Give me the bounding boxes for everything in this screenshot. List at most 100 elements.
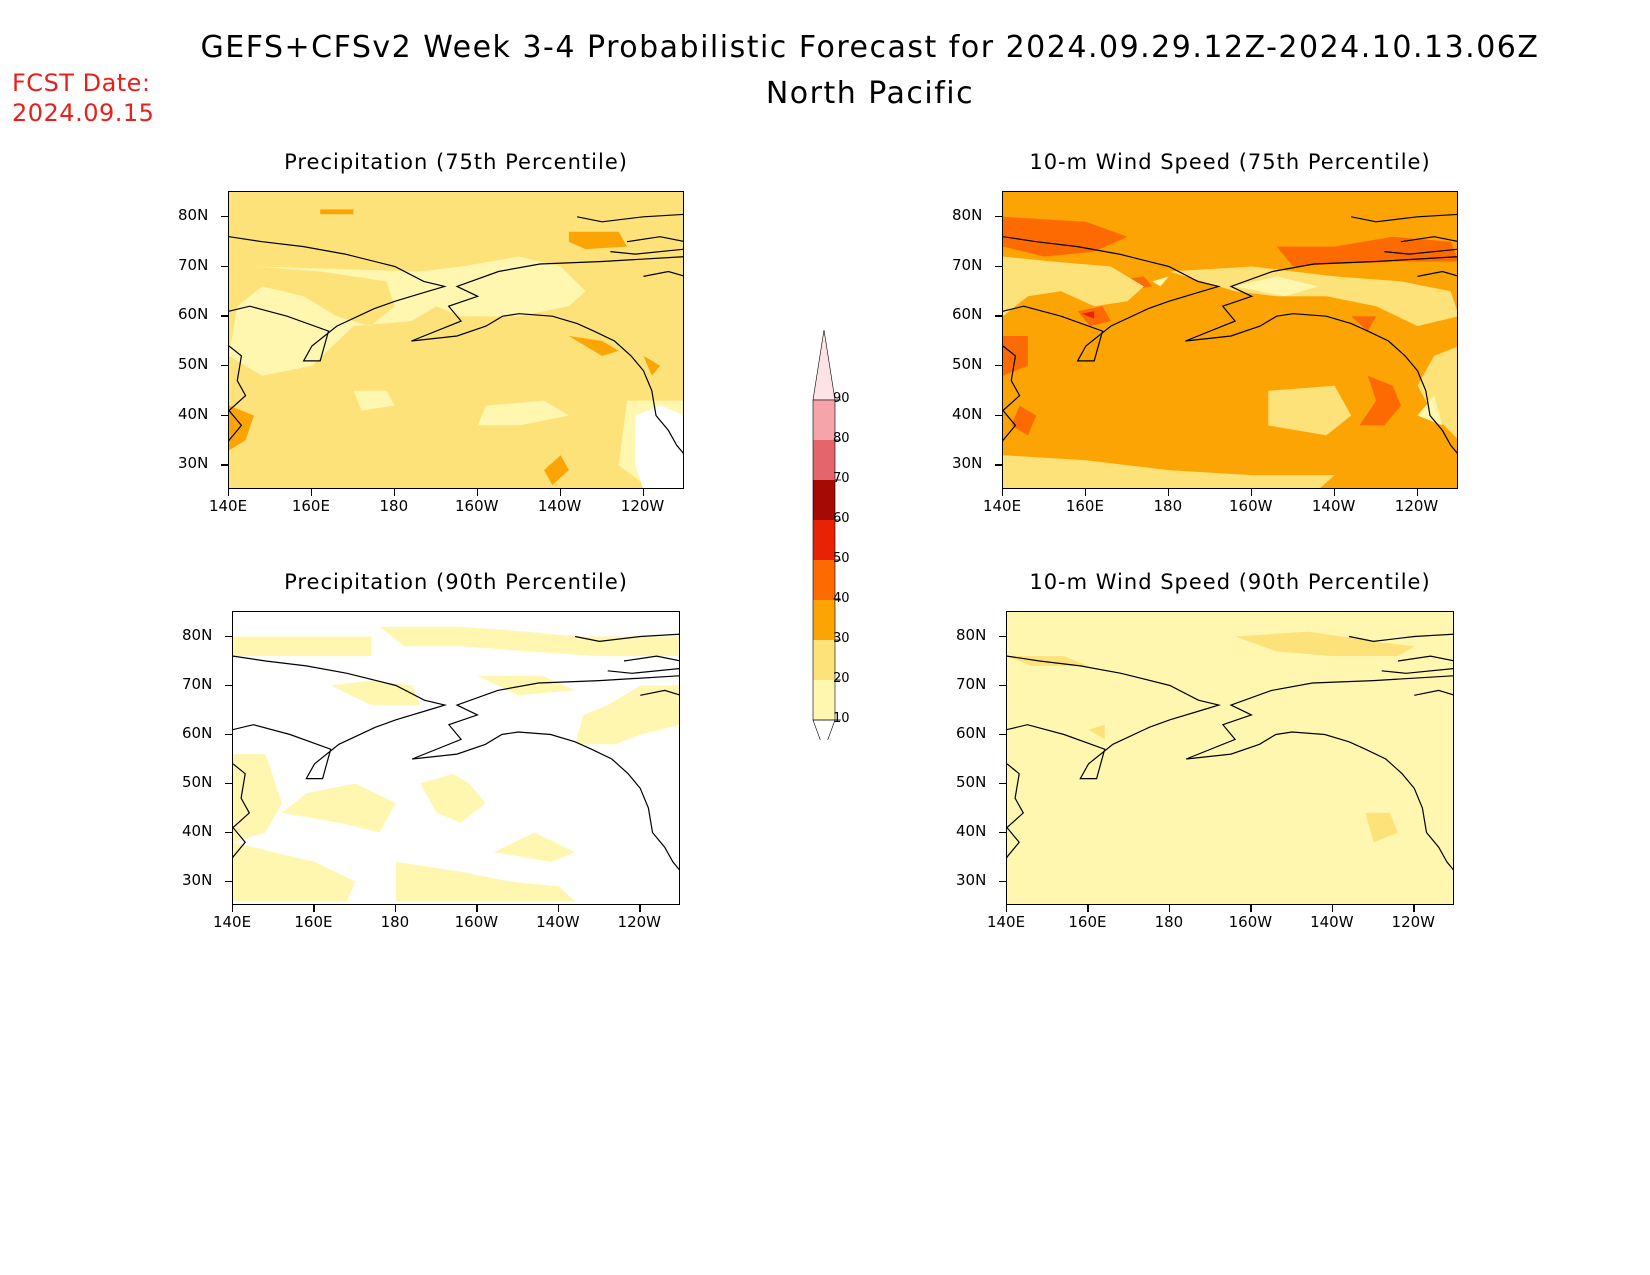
lon-tick [1333,489,1336,496]
lat-tick [995,414,1002,416]
lat-tick-label: 30N [178,454,209,473]
coastline [1351,213,1457,223]
shaded-region-10-20 [477,400,569,426]
coastline [229,345,247,442]
map-plot-area [1002,191,1458,489]
coastline [229,236,447,362]
lon-tick [476,489,479,496]
lon-tick-label: 180 [1153,497,1183,515]
lat-tick-label: 80N [952,205,983,224]
colorbar-swatch-10-20 [813,680,835,720]
coastline [1185,256,1457,454]
colorbar-swatch-60-70 [813,480,835,520]
lat-tick-label: 40N [182,821,213,840]
lon-tick-label: 160W [1228,913,1273,931]
panel-title: 10-m Wind Speed (90th Percentile) [1029,570,1431,594]
lat-tick [999,831,1006,833]
lat-tick-label: 80N [182,625,213,644]
lat-tick [225,635,232,637]
shaded-region-10-20 [420,773,486,823]
colorbar-label: 90 [833,391,850,406]
lon-tick [1331,905,1334,912]
lon-tick-label: 140E [986,913,1026,931]
lat-tick [221,215,228,218]
lon-tick [1250,489,1253,496]
map-plot-area [232,611,680,905]
lat-tick [225,733,232,735]
lon-tick [1413,905,1415,912]
colorbar-swatch-50-60 [813,520,835,560]
shaded-region-40-50 [1003,216,1128,257]
coastline [577,213,683,223]
lon-tick-label: 140E [208,497,248,515]
colorbar-swatch-20-30 [813,640,835,680]
coastline [1185,675,1453,871]
fcst-date-value: 2024.09.15 [12,99,155,127]
lon-tick [313,905,315,912]
lon-tick [1084,489,1087,496]
colorbar-swatch-30-40 [813,600,835,640]
lon-tick-label: 120W [620,497,665,515]
coastline [610,248,683,255]
lat-tick-label: 60N [952,305,983,324]
colorbar-swatch-90-100 [812,330,836,401]
lon-tick-label: 160W [454,913,499,931]
lon-tick-label: 160E [1068,913,1107,931]
lat-tick [221,315,228,317]
fcst-date-label: FCST Date: [12,69,151,97]
lat-tick [225,880,232,882]
coastline [1348,633,1453,643]
colorbar-swatch-80-90 [813,400,835,440]
lat-tick [999,880,1006,882]
lon-tick-label: 140E [982,497,1022,515]
colorbar-swatch-70-80 [813,440,835,480]
colorbar-label: 60 [833,511,850,526]
lon-tick [1168,905,1171,912]
coastline [411,675,679,871]
lon-tick [1006,905,1008,912]
shaded-region-30-40 [568,231,627,250]
lat-tick [221,414,228,416]
coastline [623,655,679,662]
lon-tick [228,489,230,496]
shaded-region-10-20 [1210,695,1447,823]
shaded-region-10-20 [233,842,356,902]
lat-tick-label: 70N [182,674,213,693]
lon-tick [642,489,644,496]
shaded-region-10-20 [1417,395,1443,426]
shaded-region-10-20 [575,685,679,745]
lon-tick [557,905,560,912]
lon-tick [639,905,641,912]
lat-tick-label: 60N [178,305,209,324]
lat-tick [225,684,232,686]
shaded-region-10-20 [1007,675,1195,735]
lon-tick-label: 160W [454,497,499,515]
panel-title: Precipitation (75th Percentile) [284,150,628,174]
lat-tick [995,464,1002,466]
map-plot-area [228,191,684,489]
shaded-region-20-30 [1168,266,1457,327]
lat-tick-label: 30N [952,454,983,473]
lon-tick-label: 160E [1065,497,1104,515]
shaded-region-10-20 [233,636,372,657]
map-plot-area [1006,611,1454,905]
shaded-region-20-30 [1268,385,1352,436]
shaded-region-10-20 [493,832,576,862]
lat-tick-label: 30N [956,870,987,889]
lat-tick [221,265,228,267]
lon-tick-label: 140W [536,913,580,931]
coastline [1007,655,1222,780]
panel-title: Precipitation (90th Percentile) [284,570,628,594]
lon-tick-label: 160W [1228,497,1273,515]
shaded-region-50-60 [1081,311,1095,319]
lat-tick [999,733,1006,735]
shaded-region-40-50 [1011,405,1037,436]
coastline [233,655,448,780]
colorbar-label: 70 [833,471,850,486]
lat-tick-label: 70N [952,255,983,274]
colorbar-label: 50 [833,551,850,566]
lat-tick [999,635,1006,637]
lat-tick [225,831,232,833]
coastline [233,763,251,859]
shaded-region-40-50 [1077,306,1111,327]
